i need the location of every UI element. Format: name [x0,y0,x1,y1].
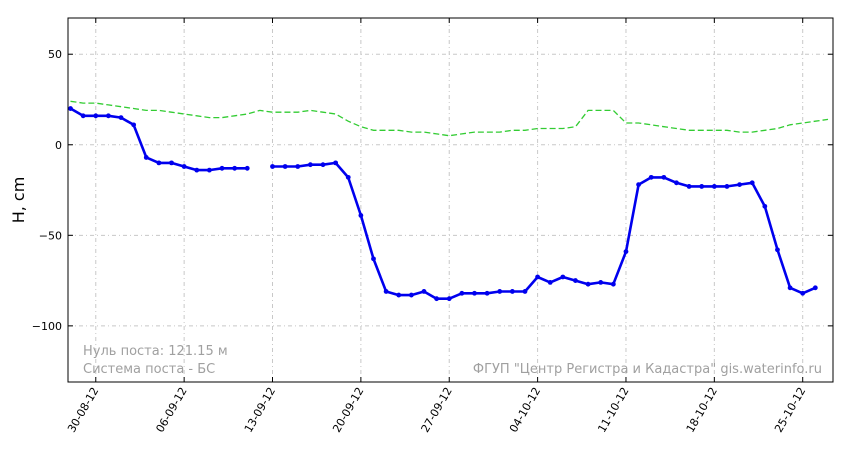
data-point [93,113,99,119]
data-point [131,122,137,128]
data-point [535,274,541,280]
plot-frame [67,17,834,383]
x-tick-label: 11-10-12 [595,385,631,435]
x-tick-label: 18-10-12 [684,385,720,435]
data-point [585,281,591,287]
y-axis-label: H, cm [9,177,28,224]
data-point [118,115,124,121]
data-point [206,167,212,173]
y-tick-label: 0 [55,139,62,152]
data-point [396,292,402,298]
data-point [105,113,111,119]
data-point [80,113,86,119]
data-point [648,174,654,180]
source-annotation: ФГУП "Центр Регистра и Кадастра" gis.wat… [473,362,822,377]
data-point [295,164,301,169]
y-tick-label: −100 [32,320,62,333]
zero-post-annotation: Нуль поста: 121.15 м [83,344,228,359]
y-tick-label: 50 [48,48,62,61]
y-tick-label: −50 [39,229,62,242]
data-point [194,167,200,173]
data-point [560,274,566,280]
data-point [472,290,477,296]
data-point [509,289,515,294]
data-point [219,165,225,171]
series-layer [68,100,829,302]
x-tick-label: 27-09-12 [419,385,455,435]
data-point [282,164,288,169]
series-line-dashed [70,100,829,137]
data-point [610,281,616,287]
data-point [661,174,667,180]
x-tick-label: 25-10-12 [772,385,808,435]
series-line-solid [272,161,816,301]
data-point [737,182,742,188]
data-point [762,203,768,209]
data-point [68,106,73,111]
x-tick-label: 04-10-12 [507,385,543,435]
data-point [573,278,578,283]
x-tick-label: 20-09-12 [330,385,366,435]
data-point [383,289,389,294]
data-point [270,164,275,169]
data-point [623,249,629,255]
data-point [522,289,528,294]
data-point [674,180,679,186]
data-point [421,289,427,294]
data-point [459,290,465,296]
data-point [358,212,364,218]
data-point [143,155,149,160]
data-point [711,184,717,189]
data-point [333,160,339,166]
data-point [787,285,793,291]
data-point [307,162,313,168]
data-point [547,279,553,285]
data-point [434,296,440,302]
data-point [244,165,250,171]
data-point [232,165,238,171]
data-point [181,164,187,169]
x-tick-label: 06-09-12 [154,385,190,435]
data-point [686,184,692,189]
data-point [699,184,705,189]
data-point [775,247,780,253]
x-tick-label: 13-09-12 [242,385,278,435]
system-annotation: Система поста - БС [83,362,215,377]
x-tick-label: 30-08-12 [65,385,101,435]
data-point [749,180,755,186]
data-point [800,290,806,296]
data-point [156,160,162,166]
data-point [497,289,503,294]
data-point [446,296,452,302]
grid-lines [68,18,833,382]
data-point [320,162,326,168]
data-point [408,292,414,298]
data-point [724,184,730,189]
data-point [169,160,174,166]
data-point [636,182,641,188]
data-point [371,256,376,262]
data-point [598,279,604,285]
data-point [812,285,818,291]
data-point [345,174,351,180]
data-point [484,290,490,296]
